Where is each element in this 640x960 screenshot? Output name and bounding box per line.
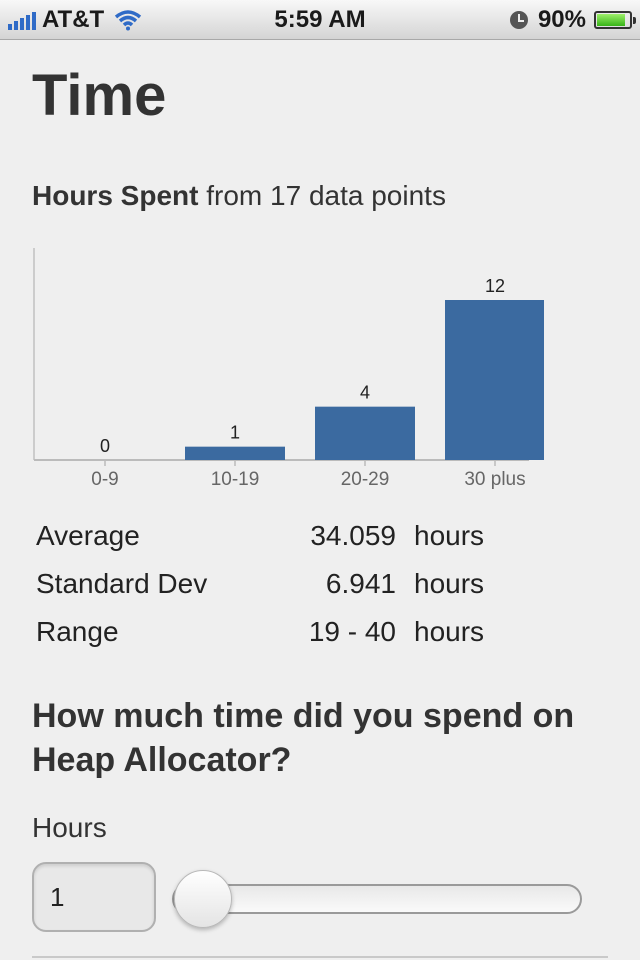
stat-value: 6.941	[325, 568, 396, 599]
x-tick-label: 20-29	[341, 469, 390, 490]
battery-fill	[597, 14, 625, 26]
stats-row: Range 19 - 40 hours	[36, 608, 484, 656]
wifi-icon	[114, 9, 142, 31]
battery-icon	[594, 11, 636, 29]
x-tick-label: 30 plus	[464, 469, 525, 490]
hours-label: Hours	[32, 812, 107, 843]
stats-row: Standard Dev 6.941 hours	[36, 560, 484, 608]
chart-subtitle: Hours Spent from 17 data points	[32, 180, 446, 212]
bar-value-label: 0	[100, 436, 110, 456]
stat-value: 34.059	[310, 520, 396, 551]
stat-label: Standard Dev	[36, 568, 208, 599]
x-tick-label: 0-9	[91, 469, 118, 490]
hours-input[interactable]	[32, 862, 156, 932]
stat-unit: hours	[414, 520, 485, 551]
stats-table: Average 34.059 hours Standard Dev 6.941 hours…	[36, 512, 484, 656]
bar	[185, 446, 285, 460]
chart-subtitle-rest: from 17 data points	[198, 180, 446, 211]
stat-label: Range	[36, 616, 119, 647]
status-right: 90%	[509, 6, 636, 34]
battery-percent: 90%	[537, 6, 586, 33]
bar-value-label: 4	[360, 383, 370, 403]
chart-subtitle-bold: Hours Spent	[32, 180, 199, 211]
x-tick-label: 10-19	[211, 469, 260, 490]
section-divider	[32, 956, 608, 958]
page-title: Time	[32, 63, 167, 128]
slider-thumb[interactable]	[173, 870, 232, 928]
carrier-name: AT&T	[42, 6, 105, 33]
bar-value-label: 1	[230, 423, 240, 443]
bar	[445, 300, 545, 460]
signal-strength-icon	[8, 10, 36, 30]
status-left: AT&T	[8, 6, 142, 34]
bar-value-label: 12	[485, 276, 505, 296]
alarm-clock-icon	[509, 11, 528, 29]
hours-histogram: 0 0-9 1 10-19 4 20-29 12 30 plus	[24, 240, 545, 495]
question-text: How much time did you spend on Heap Allo…	[32, 697, 575, 779]
stat-label: Average	[36, 520, 140, 551]
stat-unit: hours	[414, 568, 485, 599]
stat-value: 19 - 40	[308, 616, 396, 647]
stats-row: Average 34.059 hours	[36, 512, 484, 560]
status-time: 5:59 AM	[274, 6, 366, 33]
stat-unit: hours	[414, 616, 485, 647]
status-bar: AT&T 5:59 AM 90%	[0, 0, 640, 40]
bar	[315, 406, 415, 460]
histogram-svg: 0 0-9 1 10-19 4 20-29 12 30 plus	[33, 248, 545, 490]
hours-slider[interactable]	[172, 870, 582, 928]
